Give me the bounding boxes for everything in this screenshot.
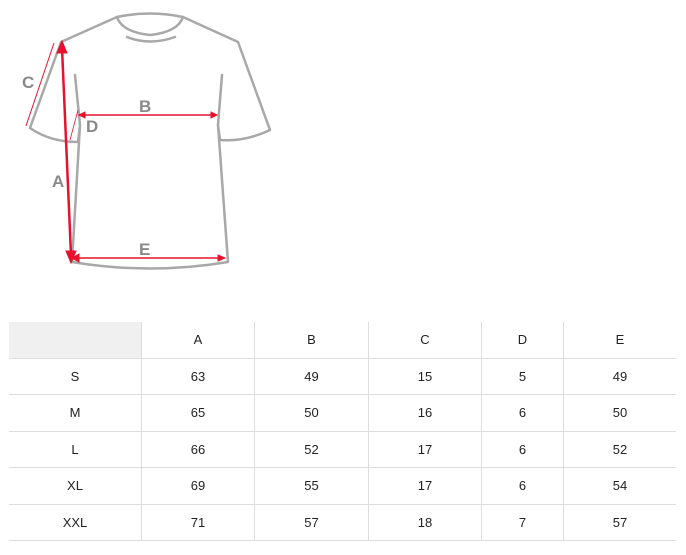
measurement-cell: 52 (254, 430, 369, 468)
measurement-cell: 6 (481, 430, 564, 468)
arrow-d (69, 109, 79, 141)
size-label: XL (9, 467, 142, 505)
header-e: E (563, 322, 676, 359)
header-corner (9, 322, 142, 359)
measurement-cell: 15 (368, 357, 482, 395)
measurement-cell: 50 (254, 394, 369, 432)
measurement-cell: 63 (141, 357, 255, 395)
header-a: A (141, 322, 255, 359)
measurement-cell: 6 (481, 394, 564, 432)
arrow-c (25, 42, 55, 127)
measurement-cell: 57 (254, 503, 369, 541)
label-e: E (139, 240, 150, 259)
table-row: S 63 49 15 5 49 (9, 357, 676, 395)
measurement-cell: 17 (368, 467, 482, 505)
header-b: B (254, 322, 369, 359)
measurement-cell: 69 (141, 467, 255, 505)
header-d: D (481, 322, 564, 359)
measurement-cell: 54 (563, 467, 676, 505)
measurement-cell: 71 (141, 503, 255, 541)
arrow-a-head-top (56, 39, 68, 54)
measurement-cell: 52 (563, 430, 676, 468)
measurement-cell: 55 (254, 467, 369, 505)
size-label: L (9, 430, 142, 468)
measurement-cell: 16 (368, 394, 482, 432)
table-row: XL 69 55 17 6 54 (9, 467, 676, 505)
size-label: M (9, 394, 142, 432)
measurement-cell: 65 (141, 394, 255, 432)
measurement-cell: 66 (141, 430, 255, 468)
size-table: A B C D E S 63 49 15 5 49 M 65 50 16 6 50 L 66 52 17 6 52… (9, 322, 676, 541)
label-b: B (139, 97, 151, 116)
measurement-cell: 49 (254, 357, 369, 395)
table-row: XXL 71 57 18 7 57 (9, 503, 676, 541)
measurement-cell: 5 (481, 357, 564, 395)
table-row: M 65 50 16 6 50 (9, 394, 676, 432)
measurement-cell: 7 (481, 503, 564, 541)
measurement-cell: 49 (563, 357, 676, 395)
measurement-arrows (25, 39, 227, 265)
table-header-row: A B C D E (9, 322, 676, 359)
measurement-cell: 18 (368, 503, 482, 541)
size-label: XXL (9, 503, 142, 541)
measurement-cell: 57 (563, 503, 676, 541)
label-a: A (52, 172, 64, 191)
measurement-cell: 17 (368, 430, 482, 468)
measurement-cell: 50 (563, 394, 676, 432)
arrow-a (60, 47, 73, 256)
tshirt-measurement-diagram: A B C D E (22, 12, 272, 270)
label-d: D (86, 117, 98, 136)
measurement-cell: 6 (481, 467, 564, 505)
tshirt-outline (28, 12, 272, 270)
label-c: C (22, 73, 34, 92)
table-row: L 66 52 17 6 52 (9, 430, 676, 468)
header-c: C (368, 322, 482, 359)
size-label: S (9, 357, 142, 395)
